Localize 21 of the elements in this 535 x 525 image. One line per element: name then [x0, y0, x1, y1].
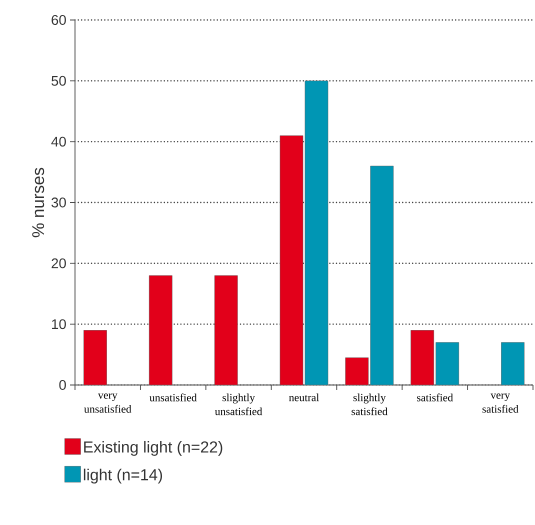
y-tick-label: 20 — [52, 258, 66, 268]
x-tick-label: neutral — [289, 394, 319, 402]
x-tick-label: slightly unsatisfied — [214, 394, 262, 416]
bar — [214, 275, 238, 386]
x-tick-label: satisfied — [417, 394, 453, 402]
x-tick-label: very unsatisfied — [84, 394, 132, 413]
y-tick-label: 30 — [51, 198, 66, 208]
x-tick-label: slightly satisfied — [352, 394, 388, 416]
bar — [148, 275, 172, 386]
y-tick-label: 60 — [52, 15, 66, 25]
y-tick-label: 50 — [52, 76, 66, 86]
y-tick-label: 10 — [52, 319, 66, 330]
x-tick-label: very satisfied — [482, 394, 518, 413]
legend-label: Existing light (n=22) — [84, 440, 222, 456]
y-tick-label: 40 — [51, 136, 66, 147]
legend-label: light (n=14) — [84, 468, 162, 484]
bar — [501, 342, 524, 386]
bar — [84, 330, 107, 386]
y-tick-label: 0 — [59, 380, 66, 390]
y-axis-title: % nurses — [32, 168, 44, 238]
x-tick-label: unsatisfied — [150, 394, 197, 402]
